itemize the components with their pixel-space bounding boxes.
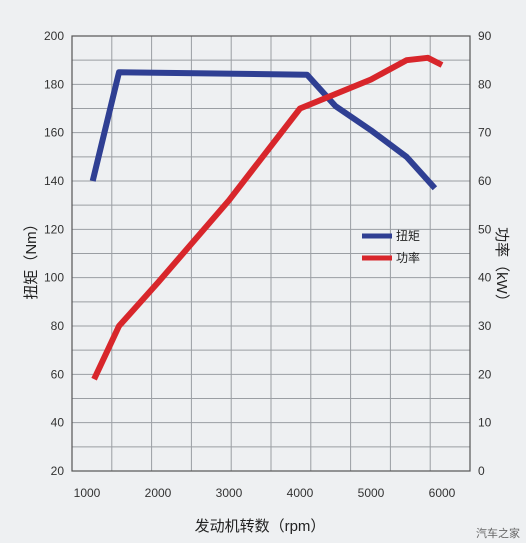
y-right-tick-label: 70 — [478, 126, 492, 140]
y-right-tick-label: 90 — [478, 29, 492, 43]
x-tick-label: 2000 — [145, 486, 172, 500]
x-tick-label: 1000 — [74, 486, 101, 500]
y-left-tick-label: 60 — [51, 367, 65, 381]
y-right-tick-label: 50 — [478, 222, 492, 236]
y-right-tick-label: 80 — [478, 77, 492, 91]
x-axis-title: 发动机转数（rpm） — [195, 518, 326, 535]
series-layer — [89, 54, 444, 381]
y-left-tick-label: 180 — [44, 77, 64, 91]
y-left-tick-label: 20 — [51, 464, 65, 478]
plot-frame — [71, 35, 471, 472]
legend-label: 功率 — [396, 250, 420, 265]
y-left-tick-label: 100 — [44, 271, 64, 285]
series-line-torque — [89, 69, 438, 191]
y-axis-right-title: 功率（kW） — [493, 227, 510, 309]
x-tick-label: 6000 — [429, 486, 456, 500]
y-left-tick-label: 140 — [44, 174, 64, 188]
x-tick-label: 3000 — [216, 486, 243, 500]
series-line-power — [91, 54, 444, 381]
watermark: 汽车之家 — [476, 526, 520, 540]
y-left-tick-label: 160 — [44, 126, 64, 140]
y-right-tick-label: 0 — [478, 464, 485, 478]
tick-labels: 2040608010012014016018020001020304050607… — [44, 29, 492, 500]
y-axis-left-title: 扭矩（Nm） — [23, 216, 40, 299]
y-right-tick-label: 20 — [478, 367, 492, 381]
x-tick-label: 5000 — [358, 486, 385, 500]
y-right-tick-label: 40 — [478, 271, 492, 285]
y-left-tick-label: 200 — [44, 29, 64, 43]
legend-label: 扭矩 — [396, 229, 420, 243]
y-right-tick-label: 30 — [478, 319, 492, 333]
y-left-tick-label: 40 — [51, 416, 65, 430]
y-right-tick-label: 60 — [478, 174, 492, 188]
y-left-tick-label: 120 — [44, 222, 64, 236]
grid-layer — [71, 35, 471, 472]
y-left-tick-label: 80 — [51, 319, 65, 333]
y-right-tick-label: 10 — [478, 416, 492, 430]
x-tick-label: 4000 — [287, 486, 314, 500]
